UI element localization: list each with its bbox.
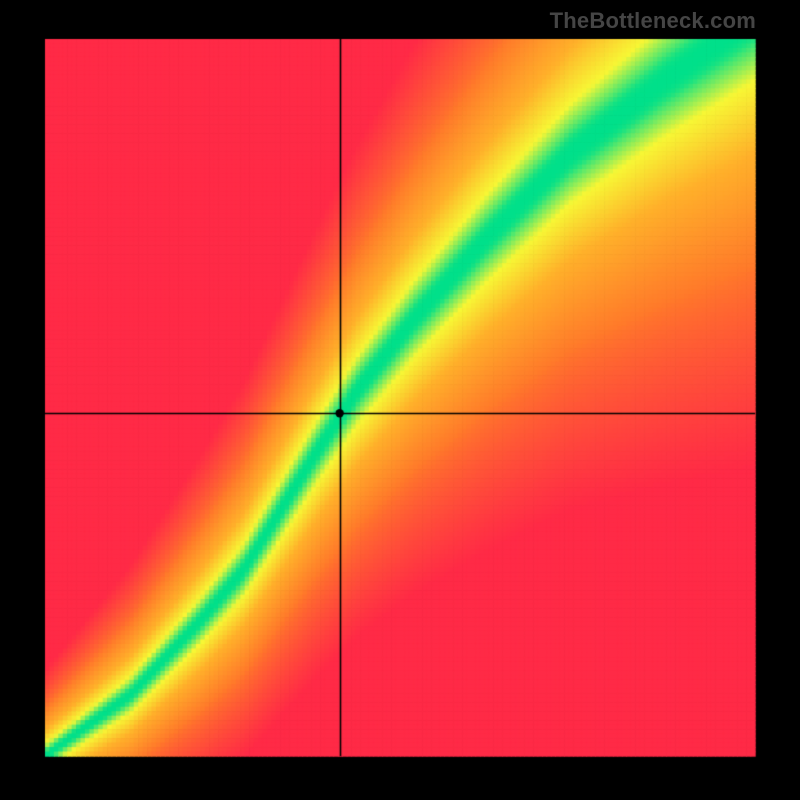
watermark-text: TheBottleneck.com bbox=[550, 8, 756, 34]
chart-stage: TheBottleneck.com bbox=[0, 0, 800, 800]
bottleneck-heatmap-canvas bbox=[0, 0, 800, 800]
